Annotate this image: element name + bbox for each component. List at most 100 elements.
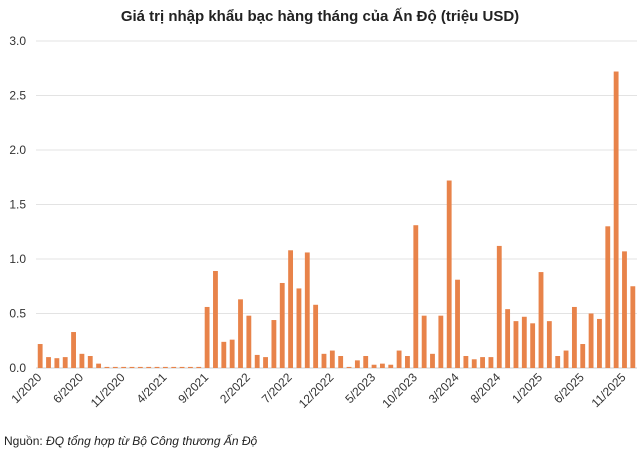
bars: 1/20202/20203/20204/20205/20206/20207/20… (37, 71, 636, 369)
bar: 11/2023 (421, 315, 427, 368)
x-tick-label: 11/2025 (589, 370, 629, 410)
bar: 4/2024 (463, 356, 469, 368)
bar: 12/2020 (129, 366, 135, 368)
x-tick-label: 11/2020 (88, 370, 128, 410)
x-tick-label: 1/2020 (8, 370, 44, 406)
bar: 7/2023 (388, 364, 394, 368)
bar: 11/2024 (521, 316, 527, 368)
bar: 2/2025 (546, 321, 552, 368)
bar: 8/2025 (597, 318, 602, 368)
bar: 11/2022 (321, 353, 327, 368)
bar: 1/2020 (37, 344, 43, 368)
bar: 11/2020 (121, 366, 127, 368)
bar: 6/2022 (279, 282, 285, 368)
bar: 8/2024 (496, 245, 502, 368)
bar: 1/2023 (338, 356, 344, 368)
y-axis-tick-labels: 0.0 0.5 1.0 1.5 2.0 2.5 3.0 (9, 34, 26, 375)
x-tick-label: 10/2023 (379, 370, 420, 411)
y-tick-label: 0.0 (9, 361, 26, 375)
bar: 1/2021 (137, 366, 143, 368)
y-tick-label: 3.0 (9, 34, 26, 48)
x-tick-label: 1/2025 (509, 370, 545, 406)
bar: 7/2025 (588, 313, 594, 368)
bar: 7/2022 (288, 250, 294, 368)
x-tick-label: 8/2024 (468, 370, 504, 406)
bar: 4/2020 (62, 357, 68, 368)
bar: 9/2022 (304, 252, 310, 368)
bar: 7/2021 (188, 366, 193, 368)
x-axis-tick-labels: 1/2020 6/2020 11/2020 4/2021 9/2021 2/2022 7/2… (8, 370, 628, 411)
bar: 7/2020 (87, 356, 93, 368)
x-tick-label: 4/2021 (134, 370, 170, 406)
bar: 6/2023 (379, 363, 385, 368)
y-tick-label: 2.0 (9, 143, 26, 157)
x-tick-label: 12/2022 (296, 370, 337, 411)
x-tick-label: 2/2022 (217, 370, 253, 406)
bar: 9/2020 (104, 366, 110, 368)
bar: 3/2020 (54, 358, 60, 368)
bar: 6/2021 (179, 366, 185, 368)
gridlines (36, 40, 637, 369)
bar: 9/2024 (505, 309, 511, 368)
bar: 6/2025 (580, 344, 586, 368)
bar: 10/2022 (313, 304, 319, 368)
bar: 2/2023 (346, 366, 352, 368)
bar: 4/2021 (162, 366, 168, 368)
bar: 5/2021 (171, 366, 177, 368)
x-tick-label: 9/2021 (175, 370, 211, 406)
bar: 11/2021 (221, 341, 227, 368)
source-label: Nguồn: (4, 434, 43, 448)
bar: 1/2025 (538, 272, 544, 368)
bar: 8/2022 (296, 288, 302, 368)
bar: 10/2025 (613, 71, 619, 369)
bar: 12/2024 (530, 323, 536, 368)
bar: 10/2021 (213, 270, 218, 368)
bar: 1/2024 (438, 315, 444, 368)
bar: 2/2020 (46, 357, 51, 368)
bar: 5/2024 (471, 359, 477, 368)
bar: 3/2023 (354, 360, 360, 368)
x-tick-label: 7/2022 (259, 370, 295, 406)
source-note: Nguồn: ĐQ tổng hợp từ Bộ Công thương Ấn … (4, 434, 257, 448)
x-tick-label: 6/2020 (50, 370, 86, 406)
bar: 4/2025 (563, 350, 569, 368)
chart-title: Giá trị nhập khẩu bạc hàng tháng của Ấn … (120, 8, 520, 25)
bar: 12/2023 (430, 353, 435, 368)
y-tick-label: 2.5 (9, 89, 26, 103)
bar: 5/2023 (371, 364, 377, 368)
bar: 12/2025 (630, 286, 636, 368)
y-tick-label: 1.0 (9, 252, 26, 266)
x-tick-label: 5/2023 (342, 370, 378, 406)
bar: 3/2025 (555, 356, 561, 368)
y-tick-label: 0.5 (9, 307, 26, 321)
bar: 2/2024 (446, 180, 452, 368)
bar: 2/2022 (246, 315, 252, 368)
x-tick-label: 3/2024 (426, 370, 462, 406)
bar: 6/2020 (79, 353, 85, 368)
bar: 10/2020 (112, 366, 118, 368)
x-tick-label: 6/2025 (551, 370, 587, 406)
bar: 4/2023 (363, 356, 369, 368)
bar: 8/2023 (396, 350, 402, 368)
bar: 7/2024 (488, 357, 494, 368)
y-tick-label: 1.5 (9, 198, 26, 212)
bar: 2/2021 (146, 366, 152, 368)
bar: 5/2025 (571, 306, 577, 368)
bar: 12/2021 (229, 339, 235, 368)
bar: 10/2024 (513, 321, 519, 368)
bar: 9/2025 (605, 226, 611, 368)
bar: 1/2022 (238, 299, 243, 368)
bar: 8/2021 (196, 366, 202, 368)
bar: 6/2024 (480, 357, 485, 368)
source-text: ĐQ tổng hợp từ Bộ Công thương Ấn Độ (46, 434, 258, 448)
bar: 4/2022 (263, 357, 268, 368)
bar: 9/2023 (405, 356, 410, 368)
bar: 9/2021 (204, 306, 210, 368)
bar: 11/2025 (622, 251, 627, 368)
bar: 8/2020 (96, 363, 102, 368)
bar: 3/2022 (254, 354, 260, 368)
bar: 12/2022 (329, 350, 335, 368)
bar: 3/2021 (154, 366, 160, 368)
bar: 10/2023 (413, 225, 419, 368)
